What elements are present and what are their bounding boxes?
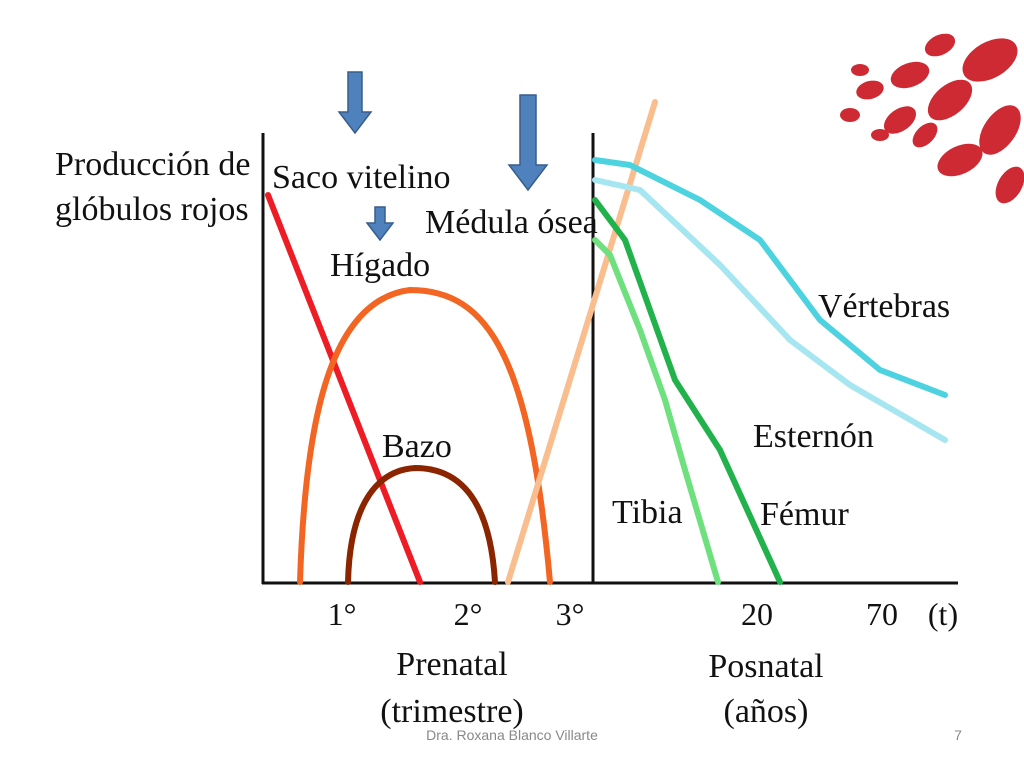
medula-curve bbox=[505, 99, 658, 585]
higado-curve bbox=[297, 287, 553, 585]
arrows bbox=[337, 71, 549, 242]
blood-cells bbox=[840, 33, 1024, 204]
bazo-curve bbox=[345, 465, 498, 585]
esternon-curve bbox=[592, 177, 948, 443]
x-label: 1° bbox=[328, 596, 357, 632]
curve-label: Hígado bbox=[330, 247, 430, 284]
x-label: 70 bbox=[866, 596, 898, 632]
curve-label: Saco vitelino bbox=[272, 159, 450, 196]
section-label: (años) bbox=[724, 693, 809, 730]
curve-label: Bazo bbox=[382, 428, 452, 465]
curve-label: Vértebras bbox=[818, 288, 950, 325]
curve-label: Tibia bbox=[612, 494, 683, 531]
section-label: (trimestre) bbox=[380, 693, 524, 730]
x-label: 20 bbox=[741, 596, 773, 632]
curve-label: Médula ósea bbox=[425, 204, 598, 241]
section-label: Prenatal bbox=[396, 646, 507, 683]
y-axis-label: glóbulos rojos bbox=[55, 191, 249, 228]
vertebras-curve bbox=[592, 157, 948, 398]
saco-curve bbox=[265, 192, 423, 585]
footer-author: Dra. Roxana Blanco Villarte bbox=[426, 727, 598, 743]
curve-label: Fémur bbox=[760, 496, 849, 533]
x-label: 2° bbox=[454, 596, 483, 632]
x-label: 3° bbox=[556, 596, 585, 632]
curve-label: Esternón bbox=[753, 418, 874, 455]
femur-curve bbox=[592, 197, 783, 585]
y-axis-label: Producción de bbox=[55, 146, 250, 183]
x-label: (t) bbox=[928, 596, 958, 632]
page-number: 7 bbox=[954, 727, 962, 743]
section-label: Posnatal bbox=[708, 648, 823, 685]
tibia-curve bbox=[592, 237, 721, 585]
axes bbox=[261, 133, 958, 585]
